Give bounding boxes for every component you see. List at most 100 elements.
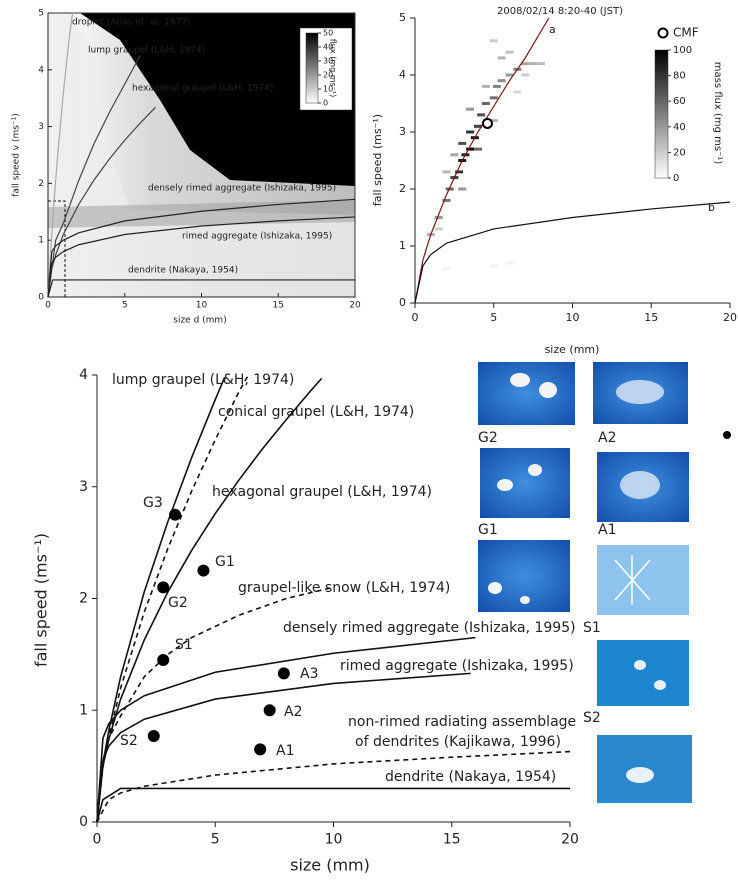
curve-label: a <box>549 23 556 36</box>
point <box>169 508 182 521</box>
density-cell <box>505 73 514 77</box>
photo-label: G1 <box>478 522 498 538</box>
point-label: G1 <box>215 554 235 570</box>
photo <box>480 448 570 518</box>
density-cell <box>458 187 467 191</box>
x-tick-label: 5 <box>122 301 128 311</box>
photo-particle <box>539 382 557 398</box>
photo-label: G2 <box>478 430 498 446</box>
photo-particle <box>634 660 646 670</box>
density-cell <box>492 84 501 88</box>
legend-label: CMF <box>673 26 699 40</box>
y-tick-label: 0 <box>399 296 406 309</box>
x-tick-label: 5 <box>211 832 220 848</box>
density-cell <box>513 90 522 94</box>
density-cell <box>434 227 443 231</box>
y-tick-label: 2 <box>79 591 88 607</box>
density-cell <box>489 96 498 100</box>
curve-label: densely rimed aggregate (Ishizaka, 1995) <box>148 184 336 194</box>
curve-label: lump graupel (L&H, 1974) <box>112 372 294 388</box>
density-cell <box>466 107 475 111</box>
colorbar <box>654 49 669 179</box>
y-tick-label: 5 <box>38 9 44 19</box>
photo-particle <box>510 373 530 387</box>
y-tick-label: 0 <box>38 293 44 303</box>
chart-title: 2008/02/14 8:20-40 (JST) <box>497 6 623 17</box>
curve-label: of dendrites (Kajikawa, 1996) <box>355 734 561 750</box>
x-axis-label: size d (mm) <box>173 316 226 326</box>
photo-label: A2 <box>598 430 616 446</box>
density-cell <box>521 73 530 77</box>
y-tick-label: 3 <box>79 479 88 495</box>
curve-label: dendrite (Nakaya, 1954) <box>128 266 238 276</box>
photo-particle <box>488 582 502 594</box>
x-axis-label: size (mm) <box>545 343 600 356</box>
point-label: A1 <box>276 743 294 759</box>
curve-label: dendrite (Nakaya, 1954) <box>385 769 556 785</box>
curve <box>47 198 356 298</box>
colorbar-label: flux (mg ms⁻¹) <box>329 39 338 97</box>
colorbar-tick-label: 40 <box>673 122 686 133</box>
density-cell <box>474 147 482 151</box>
point <box>147 729 160 742</box>
density-cell <box>537 62 545 66</box>
point <box>157 653 170 666</box>
point-label: A2 <box>284 704 302 720</box>
curve-label: conical graupel (L&H, 1974) <box>218 404 414 420</box>
colorbar-tick-label: 40 <box>323 43 333 52</box>
legend-marker <box>657 27 669 39</box>
y-tick-label: 3 <box>38 122 44 132</box>
x-tick-label: 15 <box>273 301 284 311</box>
point-label: S2 <box>120 733 138 749</box>
point <box>263 704 276 717</box>
density-cell <box>442 170 451 174</box>
photo-particle <box>614 555 651 605</box>
density-cell <box>466 130 475 134</box>
point <box>277 667 290 680</box>
photo <box>478 362 575 425</box>
y-axis-label: fall speed (ms⁻¹) <box>371 114 384 206</box>
point-label: S1 <box>175 637 193 653</box>
x-axis-label: size (mm) <box>290 856 370 875</box>
density-cell <box>529 62 538 66</box>
y-tick-label: 3 <box>399 125 406 138</box>
curve-label: hexagonal graupel (L&H, 1974) <box>212 484 432 500</box>
density-cell <box>481 84 490 88</box>
colorbar-label: mass flux (mg ms⁻¹) <box>712 62 723 165</box>
colorbar-tick-label: 0 <box>323 99 328 108</box>
photo-particle <box>626 767 654 783</box>
curve-label: graupel-like snow (L&H, 1974) <box>238 580 450 596</box>
density-cell <box>489 39 498 43</box>
curve <box>96 376 226 823</box>
stray-dot <box>723 431 731 439</box>
density-cell <box>434 216 443 219</box>
curve-label: rimed aggregate (Ishizaka, 1995) <box>340 658 574 674</box>
curve <box>47 12 74 298</box>
curve <box>96 586 334 823</box>
density-cell <box>450 153 459 157</box>
photo-particle <box>520 596 530 604</box>
point-label: G3 <box>143 495 163 511</box>
curve <box>96 636 476 823</box>
photo-particle <box>497 479 513 491</box>
photo <box>597 640 689 706</box>
photo-label: S2 <box>583 710 601 726</box>
density-cell <box>521 62 530 66</box>
photo-particle <box>528 464 542 476</box>
x-tick-label: 15 <box>644 311 658 324</box>
y-tick-label: 2 <box>38 179 44 189</box>
density-cell <box>497 56 506 60</box>
cmf-marker <box>481 117 493 129</box>
colorbar <box>305 32 319 104</box>
point-label: G2 <box>168 595 188 611</box>
y-tick-label: 5 <box>399 11 406 24</box>
photo-label: A1 <box>598 522 616 538</box>
density-cell <box>505 261 514 265</box>
colorbar-tick-label: 50 <box>323 29 333 38</box>
y-axis-label: fall speed (ms⁻¹) <box>32 533 51 667</box>
curve <box>47 279 355 298</box>
x-tick-label: 20 <box>723 311 737 324</box>
y-tick-label: 4 <box>38 65 44 75</box>
